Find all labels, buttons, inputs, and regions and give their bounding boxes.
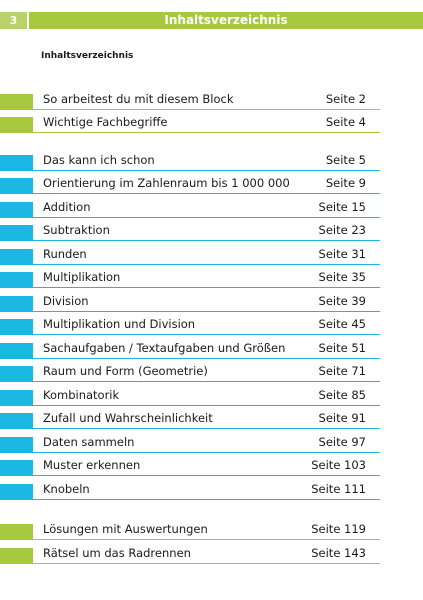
toc-entry-label: Multiplikation und Division (43, 317, 196, 331)
toc-entry: Das kann ich schon Seite 5 (0, 150, 380, 173)
toc-entry-page: Seite 103 (311, 458, 366, 472)
toc-entry: Zufall und Wahrscheinlichkeit Seite 91 (0, 408, 380, 431)
divider-line (33, 132, 380, 133)
toc-entry-page: Seite 111 (311, 482, 366, 496)
toc-entry-label: Multiplikation (43, 270, 121, 284)
toc-entry-page: Seite 23 (318, 223, 366, 237)
divider-line (33, 264, 380, 265)
divider-line (33, 311, 380, 312)
divider-line (33, 539, 380, 540)
toc-entry: Knobeln Seite 111 (0, 479, 380, 502)
color-marker (0, 460, 33, 476)
toc-entry: Runden Seite 31 (0, 244, 380, 267)
toc-entry-label: Rätsel um das Radrennen (43, 546, 191, 560)
toc-entry-page: Seite 85 (318, 388, 366, 402)
color-marker (0, 272, 33, 288)
toc-entry-label: Runden (43, 247, 87, 261)
divider-line (33, 452, 380, 453)
toc-entry-page: Seite 15 (318, 200, 366, 214)
color-marker (0, 390, 33, 406)
divider-line (33, 193, 380, 194)
toc-entry: Rätsel um das Radrennen Seite 143 (0, 543, 380, 566)
toc-entry-page: Seite 97 (318, 435, 366, 449)
toc-entry-page: Seite 39 (318, 294, 366, 308)
toc-entry-page: Seite 71 (318, 364, 366, 378)
toc-entry-page: Seite 51 (318, 341, 366, 355)
color-marker (0, 117, 33, 133)
toc-entry-label: Sachaufgaben / Textaufgaben und Größen (43, 341, 286, 355)
toc-entry-page: Seite 45 (318, 317, 366, 331)
divider-line (33, 563, 380, 564)
header-title: Inhaltsverzeichnis (29, 12, 423, 29)
toc-entry-page: Seite 31 (318, 247, 366, 261)
toc-entry-label: Raum und Form (Geometrie) (43, 364, 208, 378)
toc-entry: Wichtige Fachbegriffe Seite 4 (0, 112, 380, 135)
toc-entry-label: Daten sammeln (43, 435, 135, 449)
toc-entry-page: Seite 143 (311, 546, 366, 560)
color-marker (0, 413, 33, 429)
color-marker (0, 94, 33, 110)
page-header: 3 Inhaltsverzeichnis (0, 12, 423, 29)
toc-entry-page: Seite 35 (318, 270, 366, 284)
divider-line (33, 240, 380, 241)
toc-entry-page: Seite 4 (325, 115, 366, 129)
toc-entry: Muster erkennen Seite 103 (0, 455, 380, 478)
divider-line (33, 334, 380, 335)
toc-entry-label: Kombinatorik (43, 388, 120, 402)
divider-line (33, 475, 380, 476)
toc-entry-label: Muster erkennen (43, 458, 141, 472)
color-marker (0, 249, 33, 265)
toc-entry: Multiplikation Seite 35 (0, 267, 380, 290)
toc-entry: Addition Seite 15 (0, 197, 380, 220)
divider-line (33, 217, 380, 218)
toc-entry-page: Seite 2 (325, 92, 366, 106)
toc-entry: Lösungen mit Auswertungen Seite 119 (0, 519, 380, 542)
divider-line (33, 170, 380, 171)
toc-entry: Sachaufgaben / Textaufgaben und Größen Se… (0, 338, 380, 361)
toc-entry-label: Addition (43, 200, 91, 214)
color-marker (0, 202, 33, 218)
divider-line (33, 428, 380, 429)
toc-entry-page: Seite 9 (325, 176, 366, 190)
toc-entry-label: Division (43, 294, 89, 308)
page-number: 3 (0, 12, 27, 29)
section-subtitle: Inhaltsverzeichnis (41, 51, 134, 61)
color-marker (0, 225, 33, 241)
toc-entry: Orientierung im Zahlenraum bis 1 000 000… (0, 173, 380, 196)
toc-entry: Division Seite 39 (0, 291, 380, 314)
color-marker (0, 155, 33, 171)
divider-line (33, 109, 380, 110)
toc-entry: Kombinatorik Seite 85 (0, 385, 380, 408)
toc-entry: So arbeitest du mit diesem Block Seite 2 (0, 89, 380, 112)
toc-entry-page: Seite 5 (325, 153, 366, 167)
toc-entry-label: Knobeln (43, 482, 90, 496)
toc-entry-label: Wichtige Fachbegriffe (43, 115, 168, 129)
toc-entry: Raum und Form (Geometrie) Seite 71 (0, 361, 380, 384)
toc-entry-label: Das kann ich schon (43, 153, 155, 167)
toc-entry-page: Seite 119 (311, 522, 366, 536)
toc-entry-page: Seite 91 (318, 411, 366, 425)
toc-entry-label: Subtraktion (43, 223, 110, 237)
color-marker (0, 178, 33, 194)
divider-line (33, 381, 380, 382)
toc-entry-label: Orientierung im Zahlenraum bis 1 000 000 (43, 176, 290, 190)
color-marker (0, 548, 33, 564)
toc-entry-label: So arbeitest du mit diesem Block (43, 92, 234, 106)
divider-line (33, 287, 380, 288)
toc-entry: Daten sammeln Seite 97 (0, 432, 380, 455)
color-marker (0, 343, 33, 359)
toc-entry-label: Zufall und Wahrscheinlichkeit (43, 411, 213, 425)
toc-entry: Multiplikation und Division Seite 45 (0, 314, 380, 337)
color-marker (0, 524, 33, 540)
divider-line (33, 405, 380, 406)
toc-entry-label: Lösungen mit Auswertungen (43, 522, 208, 536)
color-marker (0, 437, 33, 453)
color-marker (0, 484, 33, 500)
color-marker (0, 296, 33, 312)
divider-line (33, 358, 380, 359)
toc-entry: Subtraktion Seite 23 (0, 220, 380, 243)
divider-line (33, 499, 380, 500)
color-marker (0, 319, 33, 335)
color-marker (0, 366, 33, 382)
